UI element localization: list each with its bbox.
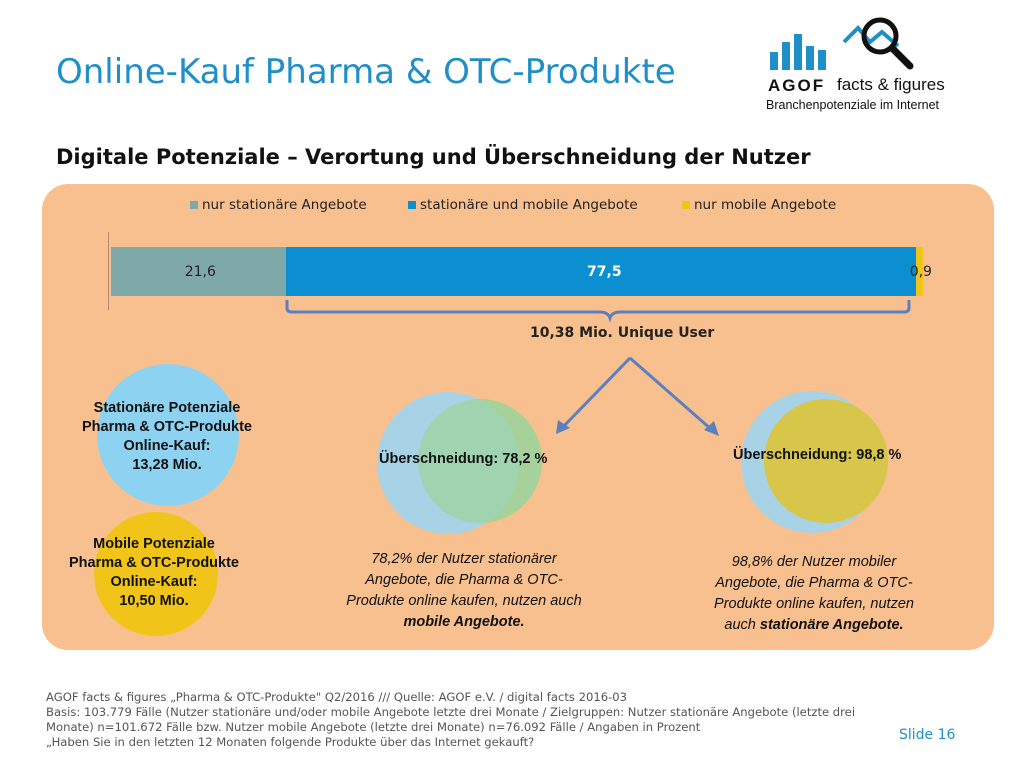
right-desc-bold: stationäre Angebote. [759, 617, 904, 633]
logo-tagline: Branchenpotenziale im Internet [766, 98, 940, 112]
mobile-line-3: Online-Kauf: [110, 574, 198, 590]
overlap-right-label: Überschneidung: 98,8 % [733, 447, 902, 463]
bar-label-both: 77,5 [587, 264, 622, 280]
bar-label-mobile: 0,9 [909, 264, 932, 280]
overlap-right-description: 98,8% der Nutzer mobiler Angebote, die P… [686, 552, 942, 636]
right-desc-line-3: Produkte online kaufen, nutzen [714, 596, 914, 612]
footer-line-3: Monate) n=101.672 Fälle bzw. Nutzer mobi… [46, 720, 701, 734]
footer-line-1: AGOF facts & figures „Pharma & OTC-Produ… [46, 690, 628, 704]
stationary-line-4: 13,28 Mio. [132, 457, 202, 473]
left-desc-line-2: Angebote, die Pharma & OTC- [365, 572, 563, 588]
legend-label-both: stationäre und mobile Angebote [420, 197, 638, 213]
footer-notes: AGOF facts & figures „Pharma & OTC-Produ… [46, 690, 966, 750]
right-desc-line-1: 98,8% der Nutzer mobiler [731, 554, 897, 570]
arrow-right-icon [629, 356, 719, 436]
logo-graphic-icon [770, 17, 914, 70]
legend-item-mobile: nur mobile Angebote [682, 197, 836, 213]
unique-user-annotation: 10,38 Mio. Unique User [530, 325, 715, 341]
mobile-line-1: Mobile Potenziale [93, 536, 215, 552]
page-subtitle: Digitale Potenziale – Verortung und Über… [56, 145, 811, 169]
legend-label-stationary: nur stationäre Angebote [202, 197, 367, 213]
mobile-potential-text: Mobile Potenziale Pharma & OTC-Produkte … [47, 535, 261, 611]
logo-brand: AGOF [768, 76, 826, 95]
left-desc-line-3: Produkte online kaufen, nutzen auch [346, 593, 582, 609]
legend-item-both: stationäre und mobile Angebote [408, 197, 638, 213]
left-desc-line-1: 78,2% der Nutzer stationärer [371, 551, 557, 567]
stationary-potential-circle [97, 364, 239, 506]
logo-product: facts & figures [837, 75, 945, 94]
venn-right-overlap [764, 399, 888, 523]
slide-number: Slide 16 [899, 727, 956, 743]
page-title: Online-Kauf Pharma & OTC-Produkte [56, 52, 676, 92]
legend-label-mobile: nur mobile Angebote [694, 197, 837, 213]
footer-line-2: Basis: 103.779 Fälle (Nutzer stationäre … [46, 705, 856, 719]
arrow-left-icon [556, 356, 632, 434]
left-desc-bold: mobile Angebote. [403, 614, 525, 630]
agof-logo: AGOF facts & figures Branchenpotenziale … [762, 12, 962, 112]
mobile-line-2: Pharma & OTC-Produkte [69, 555, 239, 571]
right-desc-line-2: Angebote, die Pharma & OTC- [715, 575, 913, 591]
stationary-line-2: Pharma & OTC-Produkte [82, 419, 252, 435]
bar-label-stationary: 21,6 [184, 264, 216, 280]
right-desc-prefix: auch [724, 617, 760, 633]
brace-icon [285, 300, 911, 323]
bar-segment-mobile [915, 247, 923, 296]
legend-item-stationary: nur stationäre Angebote [190, 197, 367, 213]
legend-swatch-stationary [190, 201, 198, 209]
bar-axis-tick [108, 232, 113, 310]
stationary-line-1: Stationäre Potenziale [93, 400, 241, 416]
legend-swatch-both [408, 201, 416, 209]
bar-segment-stationary [111, 247, 287, 296]
bar-segment-both [286, 247, 916, 296]
stationary-potential-text: Stationäre Potenziale Pharma & OTC-Produ… [60, 399, 274, 475]
legend-swatch-mobile [682, 201, 690, 209]
overlap-left-description: 78,2% der Nutzer stationärer Angebote, d… [326, 549, 602, 633]
overlap-left-label: Überschneidung: 78,2 % [379, 451, 548, 467]
footer-line-4: „Haben Sie in den letzten 12 Monaten fol… [46, 735, 535, 749]
mobile-potential-circle [94, 512, 218, 636]
venn-left-overlap [418, 399, 542, 523]
stationary-line-3: Online-Kauf: [123, 438, 211, 454]
mobile-line-4: 10,50 Mio. [119, 593, 189, 609]
